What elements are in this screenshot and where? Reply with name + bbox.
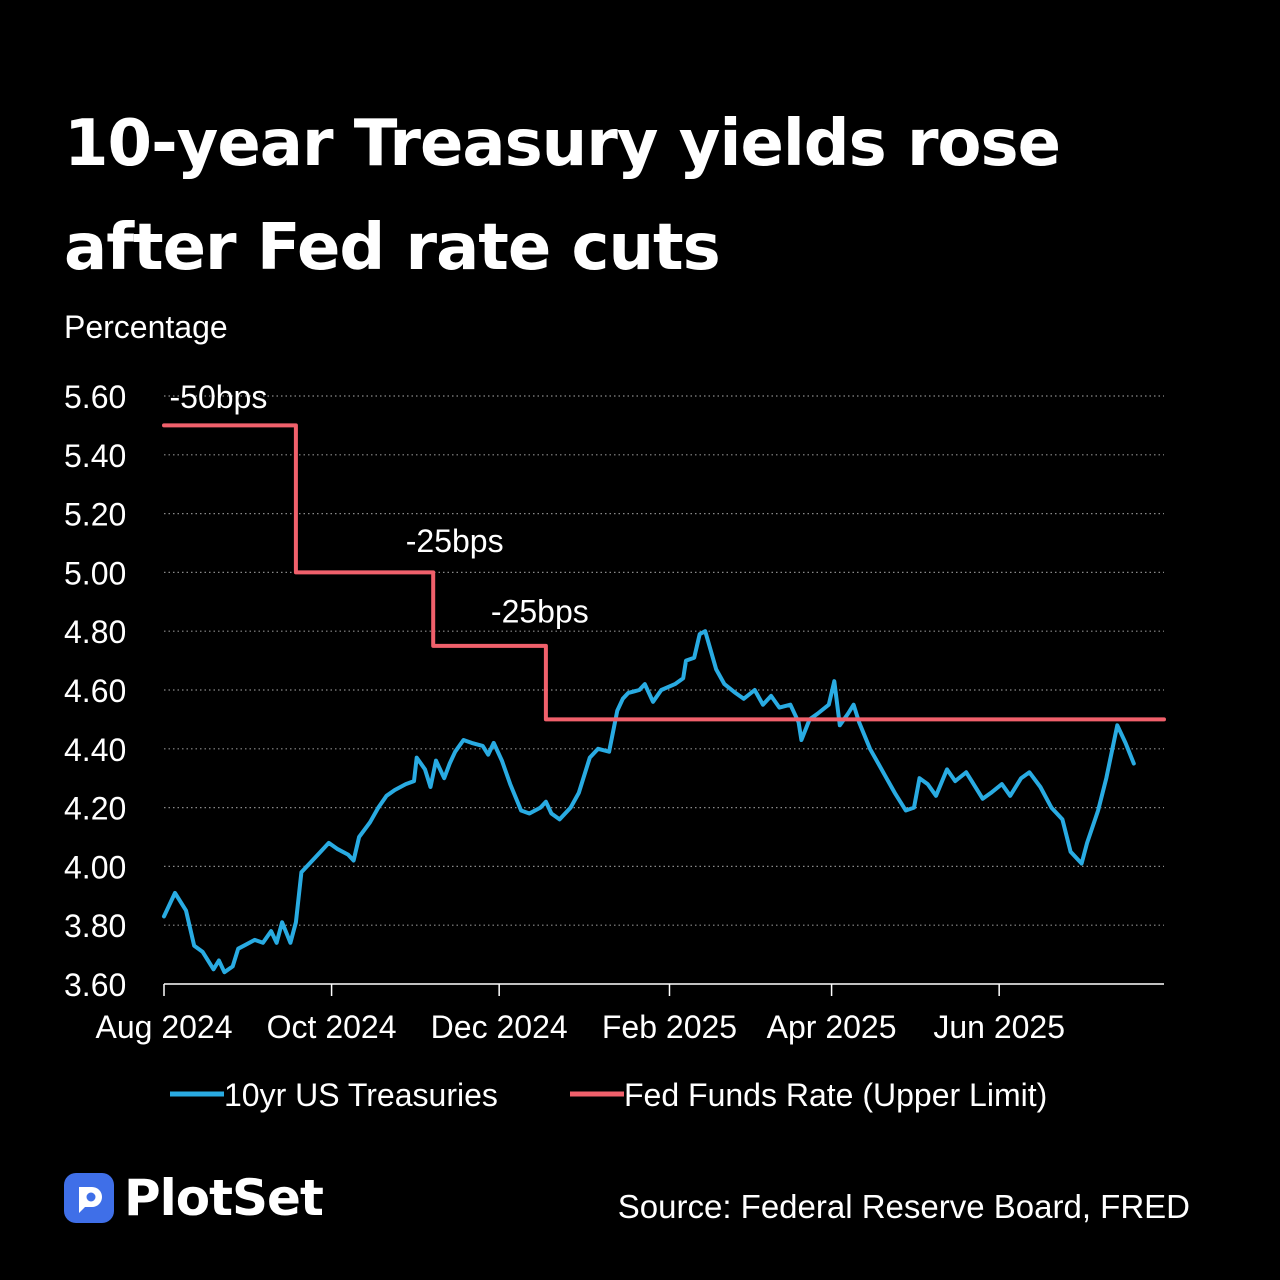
y-tick-label: 4.80 [64, 614, 126, 650]
y-tick-label: 3.60 [64, 967, 126, 1003]
y-tick-label: 4.60 [64, 673, 126, 709]
chart-title-line-2: after Fed rate cuts [64, 211, 721, 285]
treasury-yield-line [162, 629, 1136, 975]
legend-label-treasury: 10yr US Treasuries [224, 1077, 498, 1113]
fed-funds-rate-line [162, 423, 1166, 722]
y-tick-label: 5.60 [64, 379, 126, 415]
legend-label-fed-funds: Fed Funds Rate (Upper Limit) [624, 1077, 1047, 1113]
x-tick-label: Jun 2025 [933, 1009, 1065, 1045]
y-axis-label: Percentage [64, 309, 228, 345]
series-lines [162, 423, 1166, 975]
y-tick-label: 4.40 [64, 732, 126, 768]
brand-name: PlotSet [124, 1169, 324, 1227]
x-tick-label: Dec 2024 [431, 1009, 568, 1045]
rate-cut-label: -50bps [169, 379, 267, 415]
gridlines [164, 395, 1164, 926]
x-tick-label: Oct 2024 [267, 1009, 397, 1045]
legend: 10yr US Treasuries Fed Funds Rate (Upper … [170, 1077, 1047, 1113]
y-tick-label: 5.40 [64, 438, 126, 474]
plotset-logo-icon [64, 1173, 114, 1223]
y-tick-labels: 3.60 3.80 4.00 4.20 4.40 4.60 4.80 5.00 5.20 5.40… [64, 379, 126, 1003]
line-chart: Percentage 3.60 3.80 4.00 4.20 4.40 4.60 4.80 5… [64, 309, 1166, 1113]
x-axis: Aug 2024 Oct 2024 Dec 2024 Feb 2025 Apr 2025… [95, 983, 1164, 1045]
x-tick-label: Aug 2024 [95, 1009, 232, 1045]
source-note: Source: Federal Reserve Board, FRED [617, 1188, 1190, 1225]
x-tick-label: Apr 2025 [767, 1009, 897, 1045]
x-tick-label: Feb 2025 [602, 1009, 737, 1045]
y-tick-label: 3.80 [64, 908, 126, 944]
y-tick-label: 4.20 [64, 791, 126, 827]
chart-title-line-1: 10-year Treasury yields rose [64, 107, 1061, 181]
brand-logo: PlotSet [64, 1169, 324, 1227]
y-tick-label: 5.20 [64, 497, 126, 533]
rate-cut-label: -25bps [406, 523, 504, 559]
chart-title: 10-year Treasury yields rose after Fed r… [64, 92, 1214, 300]
rate-cut-annotations: -50bps -25bps -25bps [169, 379, 588, 630]
rate-cut-label: -25bps [491, 594, 589, 630]
y-tick-label: 4.00 [64, 849, 126, 885]
y-tick-label: 5.00 [64, 555, 126, 591]
